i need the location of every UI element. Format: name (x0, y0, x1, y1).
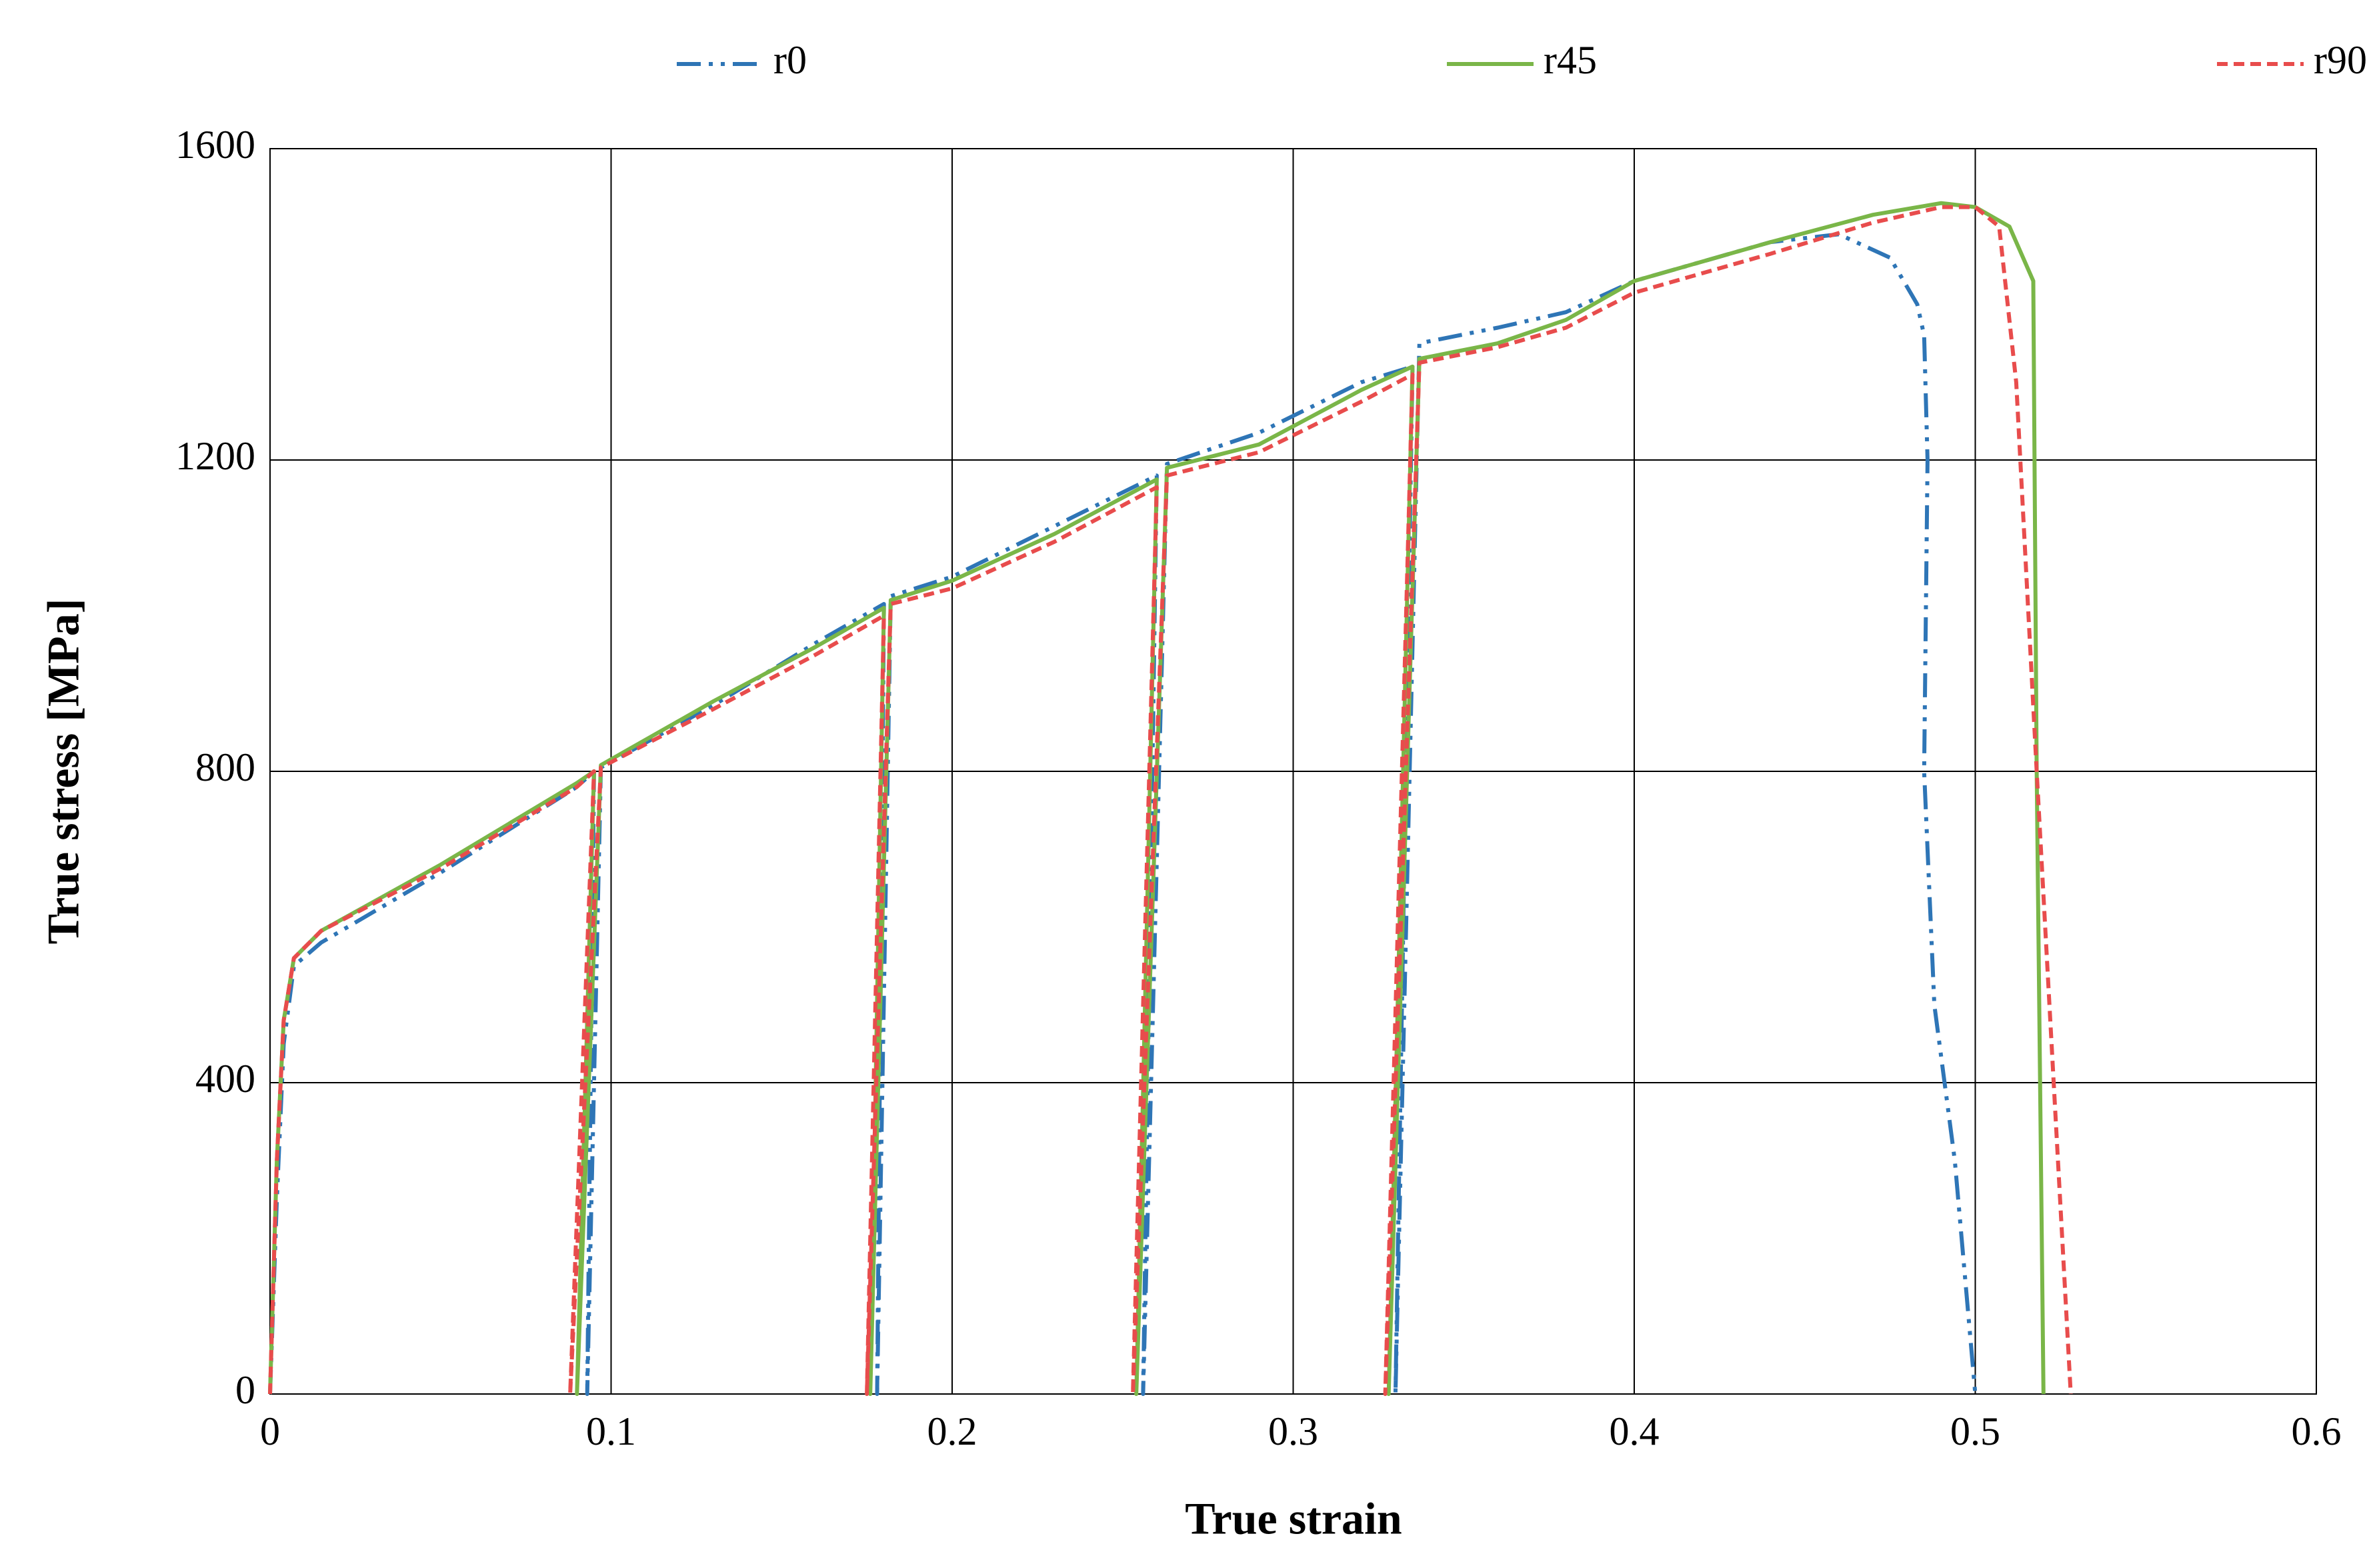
y-tick-label: 0 (235, 1368, 255, 1412)
x-tick-label: 0.5 (1950, 1409, 2000, 1453)
series-line (268, 201, 2046, 1396)
series-line (268, 232, 1978, 1396)
x-axis-title: True strain (1185, 1493, 1402, 1544)
x-tick-label: 0.2 (927, 1409, 977, 1453)
legend-label: r0 (773, 38, 807, 82)
y-tick-label: 400 (195, 1057, 255, 1101)
series-line (268, 205, 2073, 1396)
y-tick-label: 800 (195, 745, 255, 789)
x-tick-label: 0.1 (586, 1409, 636, 1453)
legend-label: r90 (2314, 38, 2367, 82)
x-tick-label: 0.6 (2292, 1409, 2342, 1453)
y-axis-title: True stress [MPa] (38, 599, 89, 945)
x-tick-label: 0.4 (1610, 1409, 1660, 1453)
x-tick-label: 0.3 (1268, 1409, 1318, 1453)
legend-label: r45 (1544, 38, 1597, 82)
y-tick-label: 1600 (175, 123, 255, 167)
y-tick-label: 1200 (175, 434, 255, 478)
x-tick-label: 0 (260, 1409, 280, 1453)
